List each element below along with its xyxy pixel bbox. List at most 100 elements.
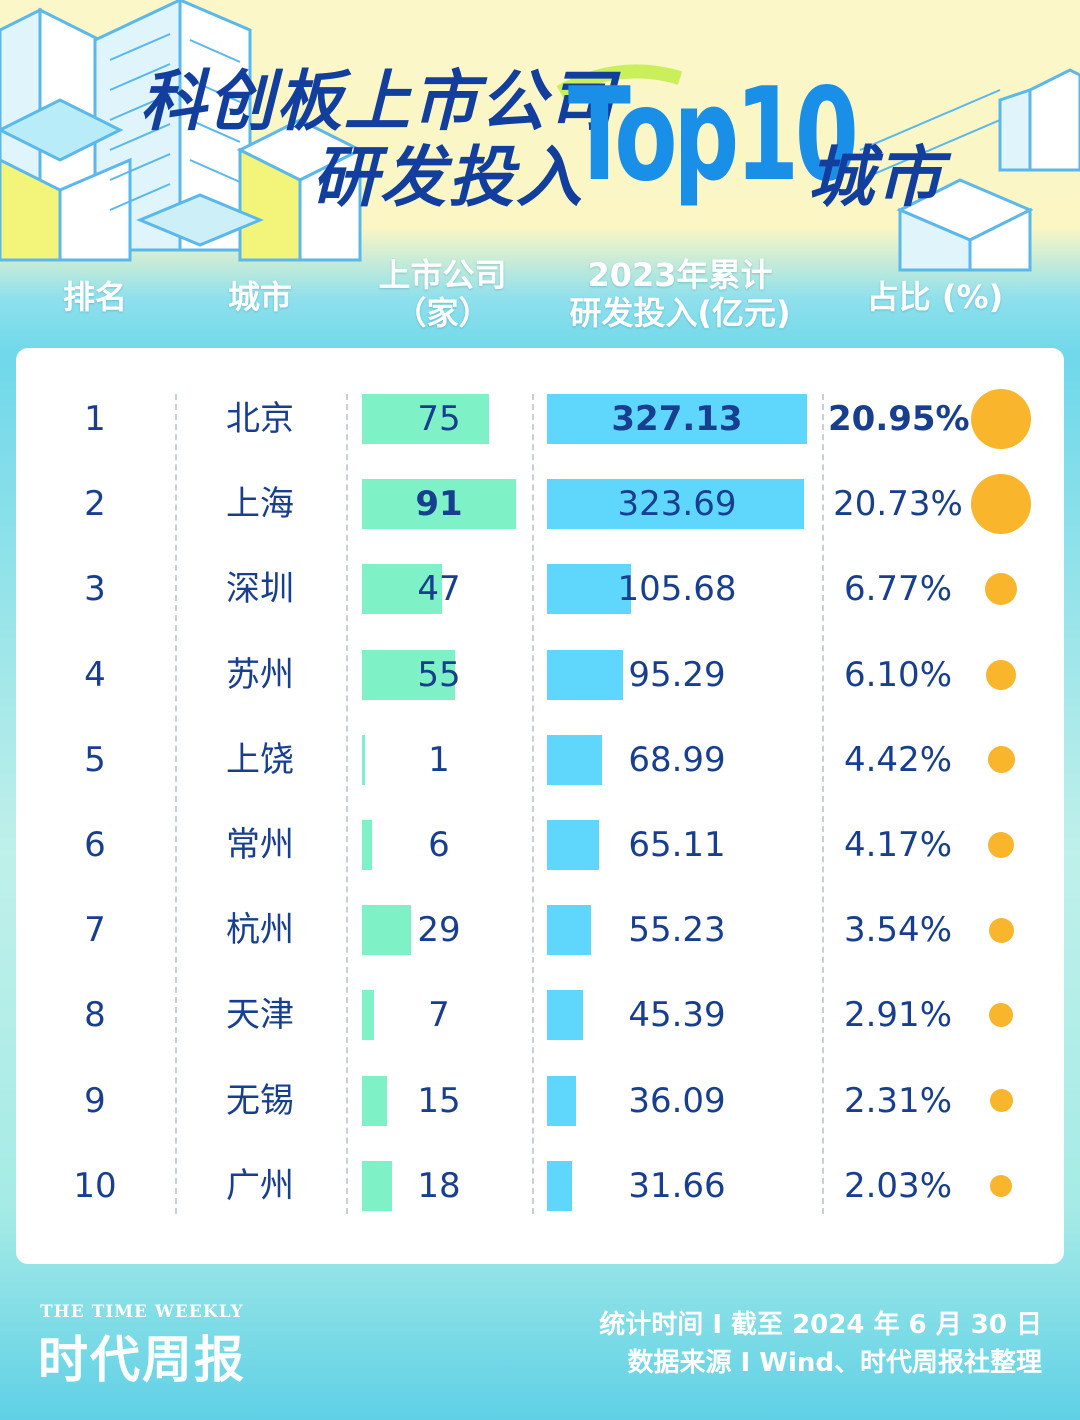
rd-value: 31.66 — [628, 1165, 726, 1206]
stat-time-note: 统计时间 I 截至 2024 年 6 月 30 日 — [599, 1310, 1042, 1340]
rank-cell: 3 — [84, 569, 106, 610]
percentage-value: 2.91% — [843, 995, 952, 1036]
rd-bar — [547, 734, 602, 785]
companies-value: 6 — [428, 825, 450, 865]
header-rank: 排名 — [62, 278, 127, 316]
percentage-dot — [987, 746, 1015, 774]
companies-bar — [362, 820, 372, 870]
percentage-value: 6.77% — [843, 569, 952, 610]
city-cell: 深圳 — [226, 569, 294, 610]
rank-cell: 7 — [84, 910, 106, 951]
companies-bar — [362, 905, 411, 956]
table-row: 5 上饶 1 68.99 4.42% — [0, 732, 1080, 788]
percentage-dot — [986, 659, 1016, 690]
companies-bar — [362, 564, 442, 615]
header-companies-line1: 上市公司 — [378, 256, 507, 294]
rd-value: 68.99 — [628, 739, 726, 780]
percentage-value: 20.95% — [828, 399, 970, 439]
chart-title-line2-end: 城市 — [808, 139, 944, 216]
table-row: 3 深圳 47 105.68 6.77% — [0, 561, 1080, 617]
title-highlight-stroke — [556, 64, 683, 99]
table-row: 9 无锡 15 36.09 2.31% — [0, 1073, 1080, 1129]
rank-cell: 4 — [84, 654, 106, 695]
percentage-dot — [989, 1003, 1013, 1028]
percentage-value: 4.17% — [843, 825, 952, 865]
city-cell: 天津 — [226, 995, 294, 1036]
companies-bar — [362, 479, 516, 530]
column-separator — [175, 394, 177, 1214]
percentage-value: 3.54% — [843, 910, 952, 951]
table-row: 6 常州 6 65.11 4.17% — [0, 817, 1080, 873]
city-cell: 上饶 — [226, 739, 294, 780]
city-cell: 苏州 — [226, 654, 294, 695]
companies-value: 91 — [415, 484, 463, 525]
rank-cell: 2 — [84, 484, 106, 525]
rd-value: 65.11 — [628, 825, 726, 865]
header-rd-investment: 2023年累计 研发投入(亿元) — [545, 256, 815, 332]
percentage-dot — [988, 917, 1014, 943]
rank-cell: 10 — [73, 1165, 117, 1206]
rank-cell: 8 — [84, 995, 106, 1036]
data-source-note: 数据来源 I Wind、时代周报社整理 — [627, 1348, 1043, 1378]
rd-bar — [547, 990, 583, 1041]
rd-value: 105.68 — [617, 569, 737, 610]
header-percentage: 占比 (%) — [866, 278, 1004, 316]
companies-bar — [362, 394, 489, 444]
percentage-value: 4.42% — [843, 739, 952, 780]
rd-value: 45.39 — [628, 995, 726, 1036]
rd-value: 55.23 — [628, 910, 726, 951]
companies-bar — [362, 734, 365, 785]
city-cell: 常州 — [226, 825, 294, 865]
percentage-dot — [989, 1089, 1013, 1113]
column-separator — [346, 394, 348, 1214]
table-panel — [16, 348, 1064, 1264]
rd-bar — [547, 1075, 576, 1126]
companies-value: 29 — [417, 910, 461, 951]
header-rd-line2: 研发投入(亿元) — [569, 294, 791, 332]
percentage-value: 20.73% — [833, 484, 963, 525]
companies-value: 75 — [417, 399, 461, 439]
chart-title-line1: 科创板上市公司 — [140, 63, 616, 140]
rd-bar — [547, 1160, 572, 1211]
rank-cell: 5 — [84, 739, 106, 780]
rd-bar — [547, 394, 807, 444]
rd-bar — [547, 820, 599, 870]
column-separator — [822, 394, 824, 1214]
table-row: 2 上海 91 323.69 20.73% — [0, 474, 1080, 535]
rd-bar — [547, 479, 804, 530]
companies-value: 47 — [417, 569, 461, 610]
city-cell: 上海 — [226, 484, 294, 525]
percentage-dot — [971, 474, 1031, 535]
header-rd-line1: 2023年累计 — [587, 256, 773, 294]
percentage-value: 2.31% — [843, 1080, 952, 1121]
companies-value: 7 — [428, 995, 450, 1036]
rd-bar — [547, 905, 591, 956]
percentage-value: 2.03% — [843, 1165, 952, 1206]
companies-bar — [362, 1160, 392, 1211]
companies-value: 1 — [428, 739, 450, 780]
rd-bar — [547, 649, 623, 700]
city-cell: 广州 — [226, 1165, 294, 1206]
table-row: 1 北京 75 327.13 20.95% — [0, 389, 1080, 449]
rd-value: 36.09 — [628, 1080, 726, 1121]
header-companies-line2: （家） — [394, 294, 491, 332]
city-cell: 杭州 — [226, 910, 294, 951]
rank-cell: 9 — [84, 1080, 106, 1121]
rank-cell: 6 — [84, 825, 106, 865]
logo-chinese: 时代周报 — [38, 1331, 246, 1389]
rd-bar — [547, 564, 631, 615]
percentage-value: 6.10% — [843, 654, 952, 695]
table-row: 4 苏州 55 95.29 6.10% — [0, 647, 1080, 703]
chart-title-top10: Top10 — [568, 61, 859, 210]
companies-bar — [362, 1075, 387, 1126]
companies-bar — [362, 649, 455, 700]
rd-value: 323.69 — [617, 484, 737, 525]
percentage-dot — [971, 389, 1031, 449]
header-city: 城市 — [227, 278, 292, 316]
logo-english: THE TIME WEEKLY — [40, 1302, 244, 1322]
city-cell: 无锡 — [226, 1080, 294, 1121]
rank-cell: 1 — [84, 399, 106, 439]
percentage-dot — [985, 573, 1017, 606]
table-row: 8 天津 7 45.39 2.91% — [0, 987, 1080, 1043]
companies-value: 55 — [417, 654, 461, 695]
